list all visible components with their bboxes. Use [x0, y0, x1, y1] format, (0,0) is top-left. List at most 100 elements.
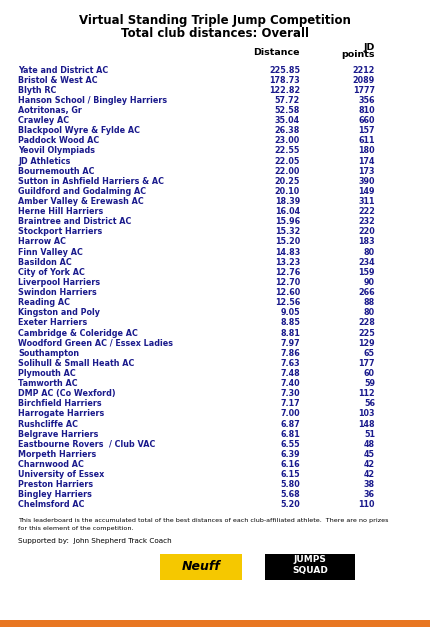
Text: JD: JD: [363, 43, 374, 52]
Text: Hanson School / Bingley Harriers: Hanson School / Bingley Harriers: [18, 96, 167, 105]
Text: Rushcliffe AC: Rushcliffe AC: [18, 419, 78, 428]
Text: 23.00: 23.00: [274, 136, 299, 145]
Text: Harrogate Harriers: Harrogate Harriers: [18, 409, 104, 418]
Text: 390: 390: [358, 177, 374, 186]
Text: 157: 157: [358, 126, 374, 135]
Text: 16.04: 16.04: [274, 207, 299, 216]
Text: 48: 48: [363, 440, 374, 449]
Text: 60: 60: [363, 369, 374, 378]
Text: Finn Valley AC: Finn Valley AC: [18, 248, 83, 256]
Text: for this element of the competition.: for this element of the competition.: [18, 526, 133, 531]
Text: 660: 660: [358, 116, 374, 125]
Text: 20.25: 20.25: [274, 177, 299, 186]
Text: 149: 149: [358, 187, 374, 196]
Text: Yeovil Olympiads: Yeovil Olympiads: [18, 147, 95, 155]
Text: 222: 222: [357, 207, 374, 216]
Text: City of York AC: City of York AC: [18, 268, 85, 277]
Text: 7.00: 7.00: [280, 409, 299, 418]
Text: 45: 45: [363, 450, 374, 459]
Text: 177: 177: [358, 359, 374, 368]
Text: 22.05: 22.05: [274, 157, 299, 166]
Text: 80: 80: [363, 248, 374, 256]
Text: Amber Valley & Erewash AC: Amber Valley & Erewash AC: [18, 197, 144, 206]
Text: 183: 183: [357, 238, 374, 246]
Text: Distance: Distance: [253, 48, 299, 57]
Text: Bristol & West AC: Bristol & West AC: [18, 76, 98, 85]
Text: Eastbourne Rovers  / Club VAC: Eastbourne Rovers / Club VAC: [18, 440, 155, 449]
Text: Braintree and District AC: Braintree and District AC: [18, 218, 131, 226]
Text: Charnwood AC: Charnwood AC: [18, 460, 84, 469]
Text: Morpeth Harriers: Morpeth Harriers: [18, 450, 96, 459]
Text: University of Essex: University of Essex: [18, 470, 104, 479]
Text: Plymouth AC: Plymouth AC: [18, 369, 76, 378]
Text: Preston Harriers: Preston Harriers: [18, 480, 93, 489]
Text: 15.32: 15.32: [274, 228, 299, 236]
Text: 7.86: 7.86: [280, 349, 299, 358]
Text: Sutton in Ashfield Harriers & AC: Sutton in Ashfield Harriers & AC: [18, 177, 164, 186]
Text: JUMPS: JUMPS: [293, 556, 326, 564]
Text: Belgrave Harriers: Belgrave Harriers: [18, 429, 98, 439]
Text: Cambridge & Coleridge AC: Cambridge & Coleridge AC: [18, 329, 138, 337]
Text: Chelmsford AC: Chelmsford AC: [18, 500, 84, 510]
Text: Woodford Green AC / Essex Ladies: Woodford Green AC / Essex Ladies: [18, 339, 172, 347]
Text: 228: 228: [357, 319, 374, 327]
Text: 178.73: 178.73: [269, 76, 299, 85]
Text: 6.39: 6.39: [280, 450, 299, 459]
Text: Exeter Harriers: Exeter Harriers: [18, 319, 87, 327]
Text: 18.39: 18.39: [274, 197, 299, 206]
Text: 225.85: 225.85: [268, 66, 299, 75]
Text: 103: 103: [358, 409, 374, 418]
Text: 112: 112: [357, 389, 374, 398]
Text: 51: 51: [363, 429, 374, 439]
Text: 5.20: 5.20: [280, 500, 299, 510]
Text: 5.68: 5.68: [280, 490, 299, 499]
Text: 266: 266: [357, 288, 374, 297]
Text: 88: 88: [363, 298, 374, 307]
Text: 6.15: 6.15: [280, 470, 299, 479]
Text: 122.82: 122.82: [268, 86, 299, 95]
Text: 9.05: 9.05: [280, 308, 299, 317]
Text: 311: 311: [358, 197, 374, 206]
Text: 7.97: 7.97: [280, 339, 299, 347]
Text: JD Athletics: JD Athletics: [18, 157, 70, 166]
Text: 174: 174: [358, 157, 374, 166]
Text: 7.17: 7.17: [280, 399, 299, 408]
Text: 13.23: 13.23: [274, 258, 299, 266]
Text: Bingley Harriers: Bingley Harriers: [18, 490, 92, 499]
Text: Harrow AC: Harrow AC: [18, 238, 66, 246]
FancyBboxPatch shape: [264, 554, 354, 580]
Text: 110: 110: [358, 500, 374, 510]
Text: 42: 42: [363, 460, 374, 469]
Text: Neuff: Neuff: [181, 561, 220, 574]
Text: Guildford and Godalming AC: Guildford and Godalming AC: [18, 187, 146, 196]
Text: 15.96: 15.96: [274, 218, 299, 226]
Text: Tamworth AC: Tamworth AC: [18, 379, 77, 388]
Text: 810: 810: [357, 106, 374, 115]
Text: 42: 42: [363, 470, 374, 479]
Text: 14.83: 14.83: [274, 248, 299, 256]
Text: 173: 173: [358, 167, 374, 176]
Text: 12.60: 12.60: [274, 288, 299, 297]
Text: DMP AC (Co Wexford): DMP AC (Co Wexford): [18, 389, 115, 398]
Text: Bournemouth AC: Bournemouth AC: [18, 167, 94, 176]
Text: Crawley AC: Crawley AC: [18, 116, 69, 125]
Text: 59: 59: [363, 379, 374, 388]
Text: points: points: [341, 50, 374, 59]
Text: 234: 234: [357, 258, 374, 266]
Text: 8.81: 8.81: [280, 329, 299, 337]
Text: 26.38: 26.38: [274, 126, 299, 135]
Text: 80: 80: [363, 308, 374, 317]
Text: Supported by:  John Shepherd Track Coach: Supported by: John Shepherd Track Coach: [18, 538, 171, 544]
Text: Stockport Harriers: Stockport Harriers: [18, 228, 102, 236]
Text: 57.72: 57.72: [274, 96, 299, 105]
Text: 148: 148: [357, 419, 374, 428]
Text: 38: 38: [363, 480, 374, 489]
Text: Swindon Harriers: Swindon Harriers: [18, 288, 96, 297]
Text: 2089: 2089: [352, 76, 374, 85]
Text: 20.10: 20.10: [274, 187, 299, 196]
Text: Total club distances: Overall: Total club distances: Overall: [121, 27, 308, 40]
Text: 15.20: 15.20: [274, 238, 299, 246]
Text: Reading AC: Reading AC: [18, 298, 70, 307]
Text: 5.80: 5.80: [280, 480, 299, 489]
Text: 129: 129: [357, 339, 374, 347]
